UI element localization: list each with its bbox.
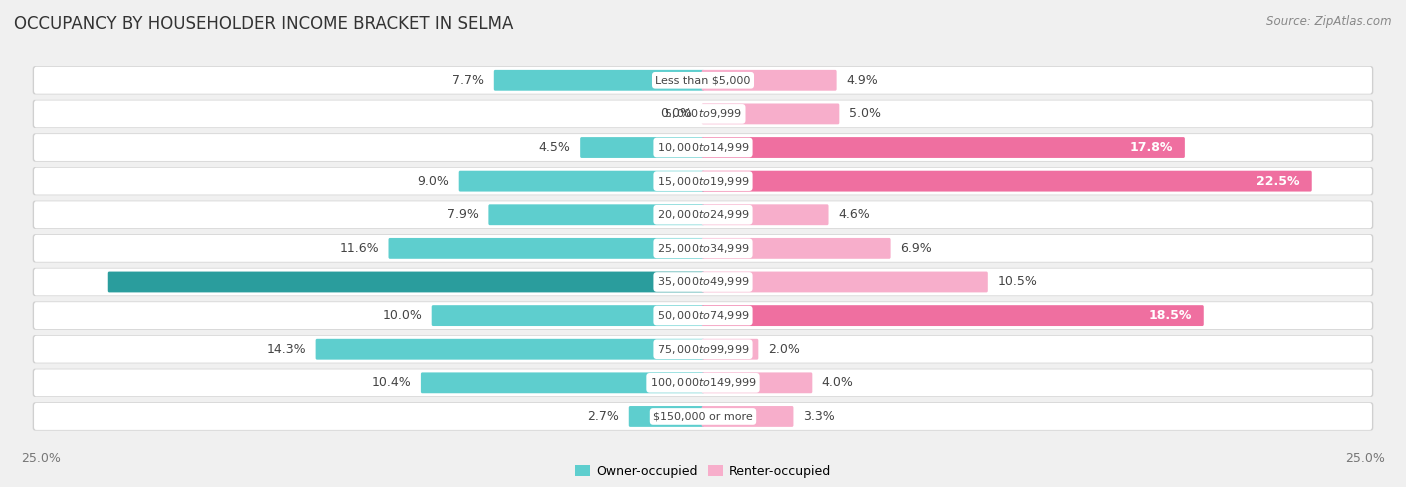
FancyBboxPatch shape (702, 305, 1204, 326)
FancyBboxPatch shape (34, 67, 1372, 94)
FancyBboxPatch shape (702, 171, 1312, 191)
FancyBboxPatch shape (432, 305, 704, 326)
FancyBboxPatch shape (702, 103, 839, 124)
Text: 10.0%: 10.0% (382, 309, 422, 322)
FancyBboxPatch shape (702, 137, 1185, 158)
Text: 25.0%: 25.0% (1346, 452, 1385, 465)
FancyBboxPatch shape (388, 238, 704, 259)
Text: $5,000 to $9,999: $5,000 to $9,999 (664, 108, 742, 120)
Text: 2.0%: 2.0% (768, 343, 800, 356)
Text: $20,000 to $24,999: $20,000 to $24,999 (657, 208, 749, 221)
Text: $35,000 to $49,999: $35,000 to $49,999 (657, 276, 749, 288)
FancyBboxPatch shape (702, 373, 813, 393)
FancyBboxPatch shape (34, 336, 1372, 363)
FancyBboxPatch shape (32, 234, 1374, 262)
FancyBboxPatch shape (32, 369, 1374, 397)
FancyBboxPatch shape (32, 301, 1374, 330)
Text: 5.0%: 5.0% (849, 108, 880, 120)
FancyBboxPatch shape (32, 201, 1374, 229)
FancyBboxPatch shape (702, 406, 793, 427)
FancyBboxPatch shape (315, 339, 704, 359)
FancyBboxPatch shape (494, 70, 704, 91)
Legend: Owner-occupied, Renter-occupied: Owner-occupied, Renter-occupied (575, 465, 831, 478)
FancyBboxPatch shape (32, 66, 1374, 94)
Text: Source: ZipAtlas.com: Source: ZipAtlas.com (1267, 15, 1392, 28)
Text: 22.0%: 22.0% (42, 276, 86, 288)
Text: $150,000 or more: $150,000 or more (654, 412, 752, 421)
Text: Less than $5,000: Less than $5,000 (655, 75, 751, 85)
FancyBboxPatch shape (32, 167, 1374, 195)
Text: 25.0%: 25.0% (21, 452, 60, 465)
Text: 7.7%: 7.7% (453, 74, 484, 87)
Text: $15,000 to $19,999: $15,000 to $19,999 (657, 175, 749, 187)
Text: $50,000 to $74,999: $50,000 to $74,999 (657, 309, 749, 322)
Text: 10.4%: 10.4% (371, 376, 412, 389)
FancyBboxPatch shape (458, 171, 704, 191)
Text: $75,000 to $99,999: $75,000 to $99,999 (657, 343, 749, 356)
FancyBboxPatch shape (34, 168, 1372, 195)
Text: 4.5%: 4.5% (538, 141, 571, 154)
FancyBboxPatch shape (32, 133, 1374, 162)
Text: 14.3%: 14.3% (267, 343, 307, 356)
FancyBboxPatch shape (34, 201, 1372, 228)
FancyBboxPatch shape (34, 268, 1372, 296)
Text: 11.6%: 11.6% (339, 242, 380, 255)
FancyBboxPatch shape (702, 70, 837, 91)
FancyBboxPatch shape (34, 302, 1372, 329)
Text: 18.5%: 18.5% (1149, 309, 1192, 322)
FancyBboxPatch shape (32, 100, 1374, 128)
FancyBboxPatch shape (34, 403, 1372, 430)
FancyBboxPatch shape (628, 406, 704, 427)
Text: $25,000 to $34,999: $25,000 to $34,999 (657, 242, 749, 255)
Text: 3.3%: 3.3% (803, 410, 835, 423)
FancyBboxPatch shape (32, 335, 1374, 363)
FancyBboxPatch shape (32, 268, 1374, 296)
Text: 22.5%: 22.5% (1256, 175, 1299, 187)
Text: 4.9%: 4.9% (846, 74, 877, 87)
Text: $100,000 to $149,999: $100,000 to $149,999 (650, 376, 756, 389)
FancyBboxPatch shape (702, 238, 890, 259)
Text: 10.5%: 10.5% (997, 276, 1038, 288)
Text: 9.0%: 9.0% (418, 175, 450, 187)
FancyBboxPatch shape (488, 205, 704, 225)
Text: 6.9%: 6.9% (900, 242, 932, 255)
FancyBboxPatch shape (34, 235, 1372, 262)
FancyBboxPatch shape (34, 369, 1372, 396)
Text: 7.9%: 7.9% (447, 208, 479, 221)
FancyBboxPatch shape (581, 137, 704, 158)
Text: 2.7%: 2.7% (588, 410, 619, 423)
Text: $10,000 to $14,999: $10,000 to $14,999 (657, 141, 749, 154)
FancyBboxPatch shape (34, 100, 1372, 128)
Text: 4.0%: 4.0% (821, 376, 853, 389)
FancyBboxPatch shape (108, 272, 704, 292)
Text: 0.0%: 0.0% (661, 108, 692, 120)
FancyBboxPatch shape (34, 134, 1372, 161)
FancyBboxPatch shape (32, 402, 1374, 431)
FancyBboxPatch shape (702, 205, 828, 225)
Text: OCCUPANCY BY HOUSEHOLDER INCOME BRACKET IN SELMA: OCCUPANCY BY HOUSEHOLDER INCOME BRACKET … (14, 15, 513, 33)
Text: 17.8%: 17.8% (1129, 141, 1173, 154)
FancyBboxPatch shape (702, 272, 988, 292)
Text: 4.6%: 4.6% (838, 208, 870, 221)
FancyBboxPatch shape (420, 373, 704, 393)
FancyBboxPatch shape (702, 339, 758, 359)
